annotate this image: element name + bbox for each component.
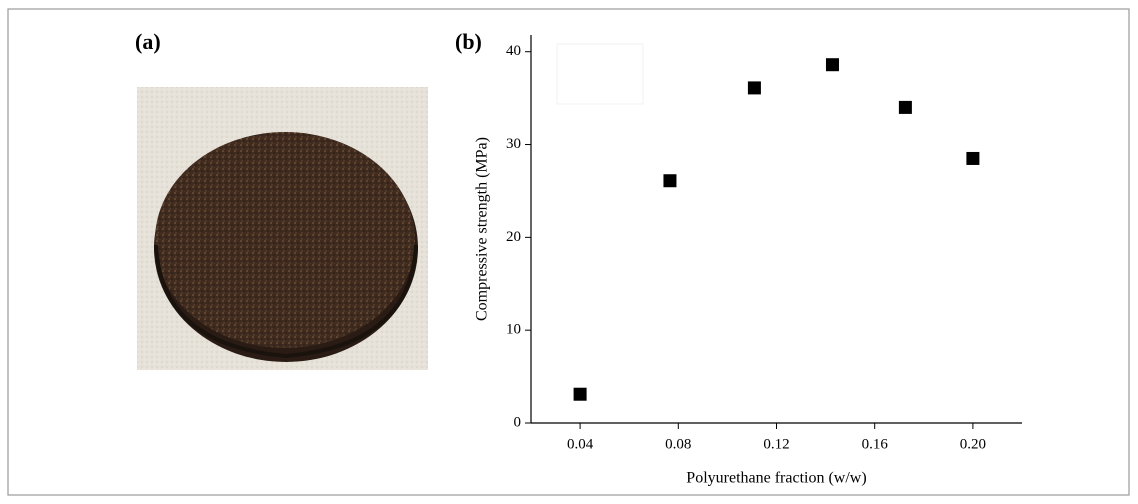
point <box>573 387 587 401</box>
legend-placeholder <box>556 43 644 105</box>
x-tick-label: 0.16 <box>862 436 889 452</box>
plot: 0 10 20 30 40 0.04 0.08 0.12 0.16 0.20 Polyurethan… <box>474 35 1022 487</box>
point <box>898 100 912 114</box>
x-axis-title: Polyurethane fraction (w/w) <box>686 470 866 487</box>
y-tick-label: 10 <box>506 322 521 338</box>
y-tick-label: 40 <box>506 43 521 59</box>
point <box>966 151 980 165</box>
figure-frame <box>7 8 1130 496</box>
point <box>663 174 677 188</box>
x-tick-label: 0.12 <box>763 436 789 452</box>
point <box>825 58 839 72</box>
y-tick-label: 30 <box>506 136 521 152</box>
point <box>747 81 761 95</box>
y-tick-label: 0 <box>514 414 522 430</box>
panel-label: (b) <box>455 29 482 54</box>
x-tick-label: 0.20 <box>960 436 986 452</box>
y-tick-label: 20 <box>506 229 521 245</box>
x-tick-label: 0.04 <box>567 436 594 452</box>
x-tick-label: 0.08 <box>665 436 691 452</box>
panel-label: (a) <box>135 29 161 54</box>
sample-photo <box>137 87 428 370</box>
y-axis-title: Compressive strength (MPa) <box>474 137 491 321</box>
